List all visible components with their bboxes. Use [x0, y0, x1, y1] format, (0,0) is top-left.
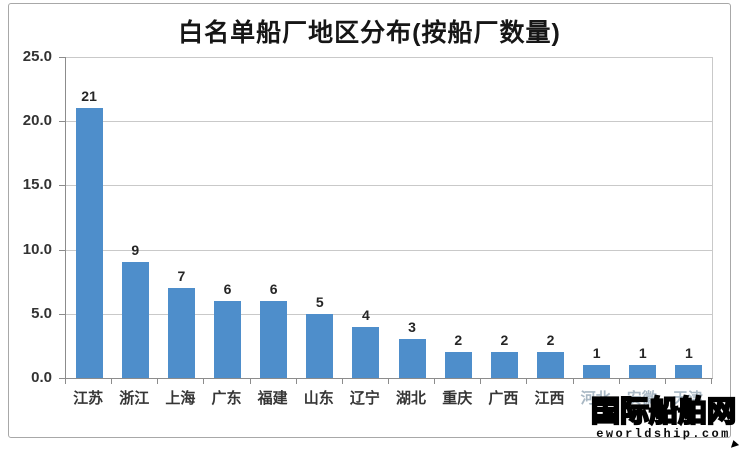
bar-value-label: 2 — [454, 332, 463, 349]
plot-area: 21 9 7 6 6 5 4 3 2 2 2 1 1 1 — [65, 57, 713, 379]
bar-value-label: 3 — [408, 319, 416, 336]
gridline — [66, 313, 712, 315]
y-tick-label: 15.0 — [22, 176, 52, 194]
bar — [260, 300, 288, 378]
bar — [629, 365, 657, 378]
bar-value-label: 7 — [177, 268, 186, 285]
bar — [583, 365, 611, 378]
bar-value-label: 2 — [546, 332, 555, 349]
x-category-label: 安徽 — [626, 390, 657, 407]
bar — [675, 365, 703, 378]
bar — [214, 300, 241, 378]
x-tick-mark — [157, 379, 159, 384]
bar — [352, 326, 380, 378]
y-tick-label: 25.0 — [22, 48, 52, 65]
bar — [444, 352, 472, 378]
x-tick-mark — [203, 379, 205, 384]
x-tick-mark — [572, 379, 574, 384]
x-tick-mark — [111, 379, 113, 384]
bar-value-label: 1 — [592, 345, 601, 362]
mouse-cursor-arrow — [730, 440, 739, 450]
watermark-logo-text: 国际船舶网 — [590, 395, 737, 428]
gridline — [66, 57, 712, 58]
x-category-label: 福建 — [257, 390, 288, 407]
bar — [537, 352, 564, 378]
gridline — [66, 249, 712, 251]
bar-value-label: 6 — [223, 280, 232, 297]
y-tick-label: 5.0 — [31, 304, 52, 322]
x-category-label: 湖北 — [396, 390, 427, 407]
bar-value-label: 6 — [269, 280, 278, 297]
x-category-label: 辽宁 — [349, 390, 380, 407]
x-tick-mark — [480, 379, 482, 384]
gridline — [66, 121, 712, 123]
bar — [398, 339, 426, 378]
bar — [306, 313, 334, 378]
y-tick-mark — [59, 57, 65, 58]
x-tick-mark — [711, 379, 712, 384]
bar — [490, 352, 518, 378]
bar-value-label: 9 — [131, 242, 140, 259]
x-tick-mark — [65, 379, 66, 384]
gridline — [66, 185, 712, 187]
y-tick-mark — [59, 185, 65, 187]
bar-value-label: 5 — [315, 293, 324, 310]
x-tick-mark — [526, 379, 528, 384]
y-tick-label: 10.0 — [22, 240, 52, 258]
bar-value-label: 1 — [685, 345, 693, 362]
y-tick-mark — [59, 313, 65, 315]
y-tick-mark — [59, 121, 65, 123]
x-tick-mark — [434, 379, 436, 384]
x-category-label: 重庆 — [442, 390, 473, 407]
x-category-label: 江苏 — [73, 390, 104, 407]
y-tick-mark — [59, 378, 65, 379]
x-tick-mark — [341, 379, 343, 384]
x-tick-mark — [249, 379, 251, 384]
bar-value-label: 1 — [638, 345, 647, 362]
x-category-label: 上海 — [165, 390, 196, 407]
x-category-label: 山东 — [303, 390, 334, 407]
bar-value-label: 4 — [362, 306, 370, 323]
x-tick-mark — [664, 379, 666, 384]
x-category-label: 河北 — [580, 390, 611, 407]
x-tick-mark — [618, 379, 620, 384]
bar-value-label: 2 — [500, 332, 509, 349]
x-axis-labels: 江苏 浙江 上海 广东 福建 山东 辽宁 湖北 重庆 广西 江西 河北 安徽 天津 — [65, 387, 711, 408]
bar — [75, 108, 103, 378]
chart-title: 白名单船厂地区分布(按船厂数量) — [178, 19, 561, 47]
watermark: 国际船舶网 eworldship.com — [590, 395, 737, 442]
x-category-label: 天津 — [672, 390, 703, 407]
bar-value-label: 21 — [81, 88, 97, 105]
y-tick-label: 20.0 — [22, 112, 52, 130]
watermark-url-text: eworldship.com — [596, 427, 731, 442]
x-category-label: 浙江 — [119, 390, 150, 407]
bar — [121, 262, 149, 378]
x-category-label: 广东 — [211, 390, 242, 407]
y-tick-label: 0.0 — [31, 369, 52, 386]
x-category-label: 江西 — [534, 390, 565, 407]
bar — [167, 288, 195, 378]
x-category-label: 广西 — [488, 390, 519, 407]
x-tick-mark — [295, 379, 297, 384]
y-tick-mark — [59, 249, 65, 251]
x-tick-mark — [388, 379, 389, 384]
